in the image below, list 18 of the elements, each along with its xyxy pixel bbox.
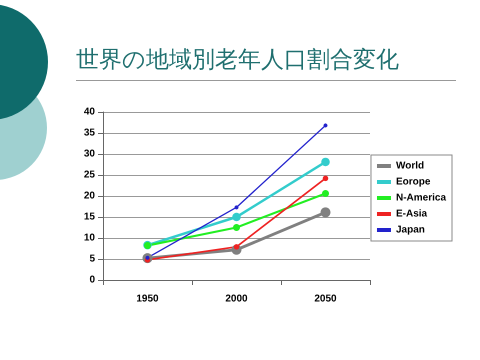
legend-label: World [396, 160, 424, 172]
legend-label: Eorope [396, 176, 431, 188]
y-tick-label: 10 [84, 232, 96, 244]
x-tick-label: 2050 [314, 294, 338, 304]
y-tick-label: 25 [84, 170, 96, 180]
y-tick-label: 35 [84, 128, 96, 138]
legend-label: N-America [396, 192, 446, 204]
x-tick-label: 2000 [225, 294, 248, 304]
y-tick-label: 20 [84, 190, 96, 202]
chart-title: 世界の地域別老年人口割合変化 [76, 46, 399, 75]
y-tick-label: 15 [84, 212, 96, 222]
legend-label: Japan [396, 224, 425, 236]
y-tick-label: 40 [84, 106, 96, 118]
y-tick-label: 0 [89, 274, 96, 286]
y-tick-label: 30 [84, 148, 96, 160]
x-tick-label: 1950 [136, 294, 160, 304]
y-tick-label: 5 [89, 254, 96, 264]
legend-label: E-Asia [396, 208, 428, 220]
